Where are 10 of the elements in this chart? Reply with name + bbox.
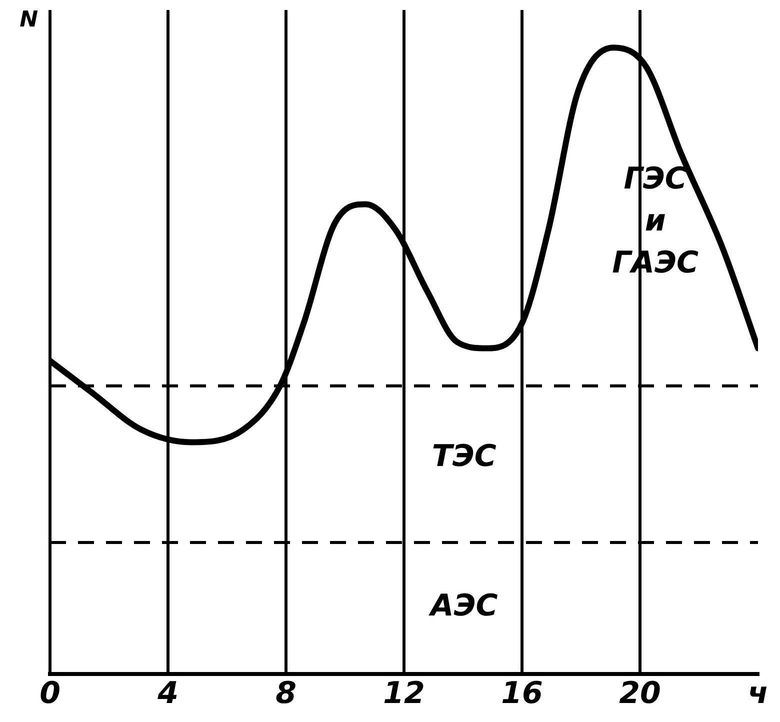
annotation: АЭС bbox=[428, 588, 498, 624]
x-tick-label: 0 bbox=[40, 676, 60, 711]
x-tick-label: 12 bbox=[383, 676, 425, 711]
x-tick-label: 20 bbox=[619, 676, 661, 711]
x-tick-label: 16 bbox=[501, 676, 543, 711]
annotation: ТЭС bbox=[432, 438, 496, 474]
x-tick-label: 8 bbox=[276, 676, 296, 711]
x-tick-label: ч bbox=[748, 676, 768, 711]
y-axis-title: N bbox=[20, 8, 38, 33]
x-tick-label: 4 bbox=[156, 676, 178, 711]
